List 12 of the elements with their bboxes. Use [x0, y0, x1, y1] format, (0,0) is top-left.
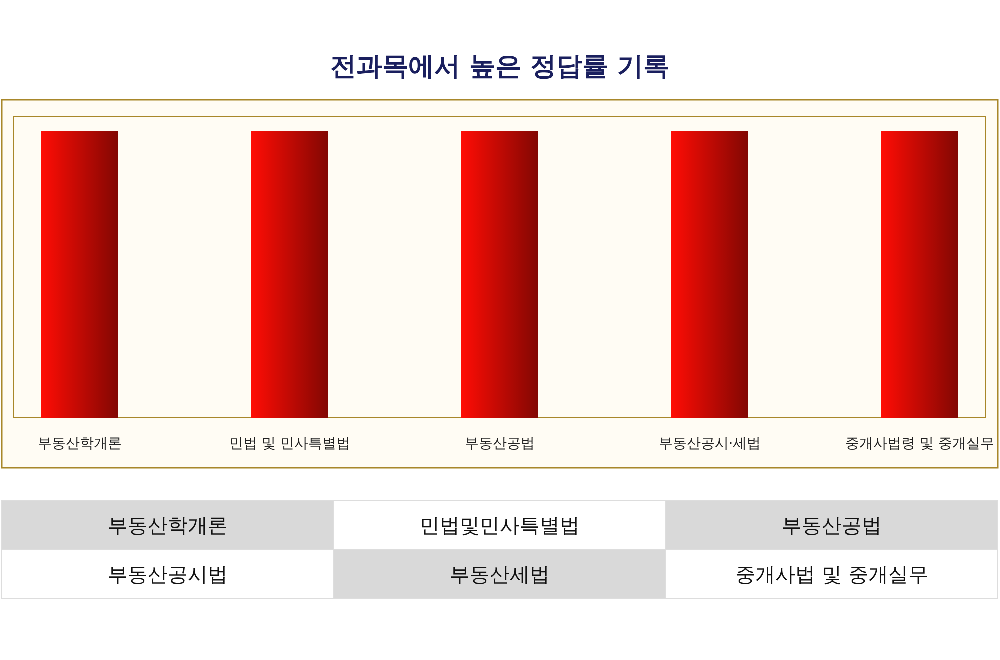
text: 중개사법 및 중개실무	[736, 562, 928, 586]
text: 부동산학개론	[108, 514, 228, 538]
x-tick-label: 부동산공시·세법	[658, 436, 762, 452]
text: 부동산공시법	[108, 562, 228, 586]
x-tick-label: 중개사법령 및 중개실무	[846, 436, 994, 452]
x-tick-label: 민법 및 민사특별법	[230, 436, 350, 452]
text: 부동산공법	[782, 514, 882, 538]
text: 부동산세법	[450, 562, 550, 586]
x-tick-label: 부동산공법	[465, 436, 535, 452]
x-tick-label: 부동산학개론	[38, 436, 122, 452]
text: 민법및민사특별법	[420, 514, 580, 538]
chart-title: 전과목에서 높은 정답률 기록	[330, 52, 670, 82]
